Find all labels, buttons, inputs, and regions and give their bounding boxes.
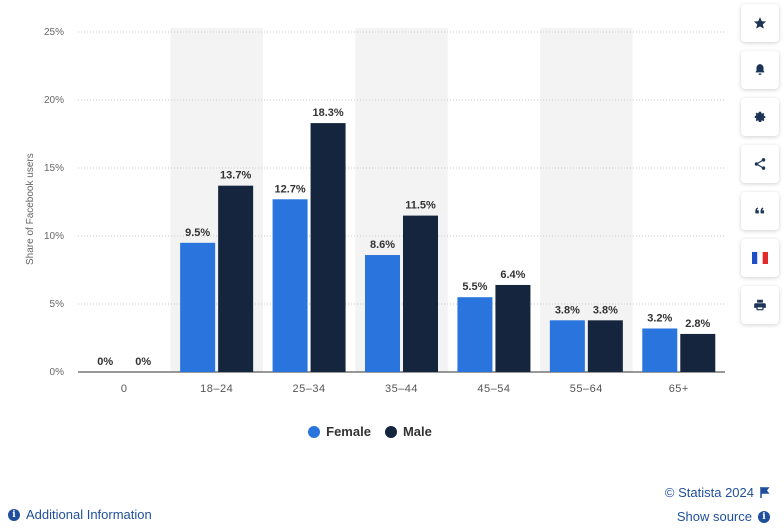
x-tick-label-2: 25–34: [293, 383, 326, 395]
data-label-female-2: 12.7%: [274, 183, 305, 195]
data-label-male-2: 18.3%: [312, 107, 343, 119]
x-tick-label-1: 18–24: [200, 383, 233, 395]
show-source-link[interactable]: Show source i: [677, 509, 770, 524]
show-source-text: Show source: [676, 509, 752, 524]
share-button[interactable]: [741, 145, 779, 183]
x-tick-label-4: 45–54: [477, 383, 510, 395]
chart-toolbar: [741, 4, 781, 333]
y-tick-label-10: 10%: [44, 231, 64, 242]
bar-female-3: [365, 255, 400, 372]
bar-male-4: [495, 284, 531, 372]
data-label-male-4: 6.4%: [500, 269, 525, 281]
flag-icon: [752, 252, 768, 264]
settings-button[interactable]: [741, 98, 779, 136]
data-label-male-1: 13.7%: [220, 170, 251, 182]
x-tick-label-6: 65+: [669, 383, 689, 395]
legend-female-label: Female: [326, 424, 371, 439]
bar-chart: 0% 5% 10% 15% 20% 25% 0% 0% 9.5% 13.7% 12.7% 18.3%…: [25, 27, 725, 395]
bar-female-5: [549, 320, 585, 372]
y-tick-label-25: 25%: [44, 27, 64, 38]
data-label-male-6: 2.8%: [685, 318, 710, 330]
legend: Female Male: [0, 424, 740, 439]
x-tick-label-0: 0: [121, 383, 128, 395]
y-tick-label-5: 5%: [50, 299, 65, 310]
legend-item-male[interactable]: Male: [384, 424, 432, 439]
column-shading: [170, 28, 633, 372]
data-label-female-6: 3.2%: [647, 312, 672, 324]
data-label-female-4: 5.5%: [462, 281, 487, 293]
notification-button[interactable]: [741, 51, 779, 89]
legend-item-female[interactable]: Female: [308, 424, 371, 439]
star-icon: [753, 17, 767, 29]
data-label-male-0: 0%: [135, 356, 151, 368]
x-tick-label-3: 35–44: [385, 383, 418, 395]
x-tick-label-5: 55–64: [570, 383, 603, 395]
statista-credits[interactable]: © Statista 2024: [665, 485, 770, 500]
y-axis-ticks: 0% 5% 10% 15% 20% 25%: [44, 27, 64, 378]
language-button[interactable]: [741, 239, 779, 277]
additional-information-text: Additional Information: [26, 507, 152, 522]
share-icon: [754, 158, 766, 170]
cite-button[interactable]: [741, 192, 779, 230]
flag-small-icon: [760, 487, 770, 498]
y-tick-label-20: 20%: [44, 95, 64, 106]
data-label-female-3: 8.6%: [370, 239, 395, 251]
info-circle-icon: i: [8, 508, 20, 521]
bar-female-2: [272, 199, 308, 372]
y-axis-label: Share of Facebook users: [25, 153, 36, 265]
bar-male-2: [310, 123, 346, 373]
bar-female-6: [642, 328, 678, 372]
data-label-female-1: 9.5%: [185, 227, 210, 239]
bar-female-1: [180, 242, 216, 372]
bar-male-1: [218, 185, 254, 372]
gear-icon: [754, 111, 766, 122]
bars: [180, 123, 716, 373]
legend-male-dot: [384, 425, 397, 438]
data-label-male-3: 11.5%: [405, 200, 436, 212]
shade-band-5: [540, 28, 633, 372]
bell-icon: [755, 64, 765, 75]
data-label-female-0: 0%: [97, 356, 113, 368]
print-button[interactable]: [741, 286, 779, 324]
bar-male-6: [680, 333, 716, 372]
bar-female-4: [457, 297, 493, 372]
credits-text: © Statista 2024: [664, 485, 754, 500]
bar-male-5: [587, 320, 623, 372]
info-icon: i: [758, 510, 770, 523]
x-axis-ticks: 0 18–24 25–34 35–44 45–54 55–64 65+: [121, 383, 689, 395]
favorite-button[interactable]: [741, 4, 779, 42]
data-label-female-5: 3.8%: [555, 304, 580, 316]
print-icon: [754, 299, 766, 311]
data-label-male-5: 3.8%: [593, 304, 618, 316]
data-labels: 0% 0% 9.5% 13.7% 12.7% 18.3% 8.6% 11.5% 5.5% 6.4%…: [97, 107, 710, 368]
legend-male-label: Male: [402, 424, 432, 439]
quote-icon: [755, 207, 765, 214]
y-tick-label-0: 0%: [50, 367, 65, 378]
legend-female-dot: [308, 425, 321, 438]
y-tick-label-15: 15%: [44, 163, 64, 174]
additional-information-link[interactable]: i Additional Information: [8, 507, 152, 522]
bar-male-3: [403, 215, 438, 372]
